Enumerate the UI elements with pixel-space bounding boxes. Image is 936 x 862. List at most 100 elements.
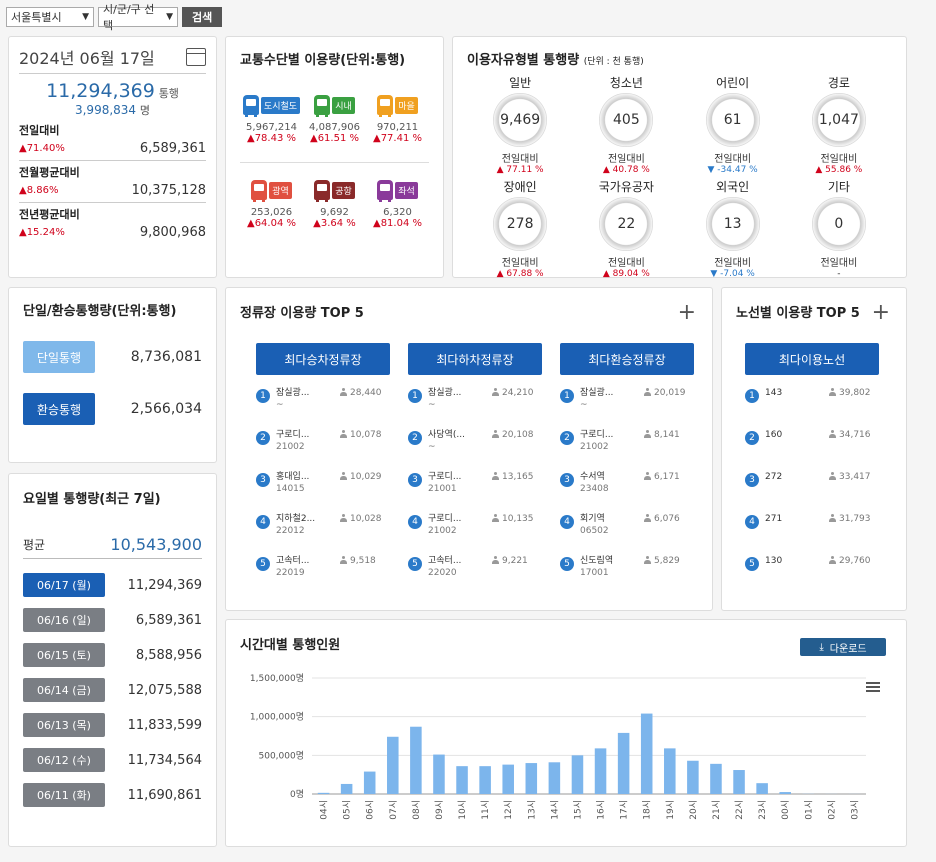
- station-item[interactable]: 5 신도림역 17001 5,829: [560, 555, 694, 597]
- route-count-value: 33,417: [839, 472, 871, 482]
- day-row: 06/11 (화) 11,690,861: [23, 783, 202, 807]
- station-code: 22019: [276, 568, 305, 578]
- transfer-trip-button[interactable]: 환승통행: [23, 393, 95, 425]
- rank-badge: 3: [745, 473, 759, 487]
- comparison-row: ▲71.40% 6,589,361: [19, 138, 206, 161]
- day-button[interactable]: 06/11 (화): [23, 783, 105, 807]
- bar[interactable]: [456, 766, 468, 794]
- station-item[interactable]: 3 수서역 23408 6,171: [560, 471, 694, 513]
- mode-value: 6,320: [383, 207, 412, 218]
- station-count-value: 24,210: [502, 388, 534, 398]
- y-tick-label: 1,000,000명: [250, 712, 304, 723]
- route-item[interactable]: 4 271 31,793: [745, 513, 892, 555]
- bar[interactable]: [710, 763, 722, 794]
- station-item[interactable]: 1 잠실광... ~28,440: [256, 387, 390, 429]
- day-button[interactable]: 06/14 (금): [23, 678, 105, 702]
- station-item[interactable]: 4 지하철2... 22012 10,028: [256, 513, 390, 555]
- district-select[interactable]: 시/군/구 선택 ▼: [98, 3, 178, 32]
- mode-pct: ▲64.04 %: [247, 218, 296, 229]
- user-type-name: 경로: [827, 76, 850, 90]
- day-button[interactable]: 06/16 (일): [23, 608, 105, 632]
- bar[interactable]: [756, 783, 768, 794]
- person-icon: [644, 430, 651, 438]
- station-item[interactable]: 2 구로디... 21002 10,078: [256, 429, 390, 471]
- menu-icon[interactable]: [866, 682, 880, 692]
- bar[interactable]: [479, 766, 491, 794]
- station-item[interactable]: 1 잠실광... ~20,019: [560, 387, 694, 429]
- station-item[interactable]: 2 사당역(... ~20,108: [408, 429, 542, 471]
- user-type-cmp-label: 전일대비: [501, 154, 539, 165]
- route-item[interactable]: 5 130 29,760: [745, 555, 892, 597]
- bar[interactable]: [433, 754, 445, 794]
- route-name: 160: [765, 430, 783, 440]
- day-button[interactable]: 06/12 (수): [23, 748, 105, 772]
- station-name-block: 고속터... 22020: [428, 555, 486, 579]
- route-item[interactable]: 3 272 33,417: [745, 471, 892, 513]
- bar[interactable]: [571, 755, 584, 794]
- station-item[interactable]: 2 구로디... 21002 8,141: [560, 429, 694, 471]
- station-category-button[interactable]: 최다승차정류장: [256, 343, 390, 375]
- route-count: 33,417: [829, 472, 871, 482]
- most-used-route-button[interactable]: 최다이용노선: [745, 343, 879, 375]
- station-name: 고속터...: [276, 556, 310, 566]
- bar[interactable]: [340, 783, 353, 794]
- mode-value: 253,026: [250, 207, 293, 218]
- x-tick-label: 05시: [342, 800, 353, 820]
- x-tick-label: 10시: [457, 800, 468, 820]
- station-code: 22020: [428, 568, 457, 578]
- x-tick-label: 16시: [596, 800, 607, 820]
- bar[interactable]: [410, 726, 422, 794]
- person-icon: [492, 472, 499, 480]
- date-row: 2024년 06월 17일: [19, 45, 206, 74]
- route-name: 271: [765, 514, 783, 524]
- day-button[interactable]: 06/15 (토): [23, 643, 105, 667]
- bar[interactable]: [502, 764, 514, 794]
- card-title: 단일/환승통행량(단위:통행): [23, 304, 177, 319]
- bar[interactable]: [387, 736, 399, 794]
- bar[interactable]: [363, 771, 376, 794]
- station-item[interactable]: 3 구로디... 21001 13,165: [408, 471, 542, 513]
- region-select[interactable]: 서울특별시 ▼: [6, 7, 94, 27]
- station-item[interactable]: 3 홍대입... 14015 10,029: [256, 471, 390, 513]
- hourly-chart-card: 시간대별 통행인원 ⤓ 다운로드 0명 500,000명 1,000,000명 1,50…: [225, 619, 907, 847]
- single-trip-button[interactable]: 단일통행: [23, 341, 95, 373]
- download-button[interactable]: ⤓ 다운로드: [800, 638, 886, 656]
- station-count: 5,829: [644, 556, 680, 566]
- day-button[interactable]: 06/17 (월): [23, 573, 105, 597]
- day-row: 06/13 (목) 11,833,599: [23, 713, 202, 737]
- station-item[interactable]: 4 구로디... 21002 10,135: [408, 513, 542, 555]
- station-category-button[interactable]: 최다하차정류장: [408, 343, 542, 375]
- plus-icon[interactable]: +: [871, 300, 890, 325]
- plus-icon[interactable]: +: [677, 300, 696, 325]
- card-title: 이용자유형별 통행량 (단위 : 천 통행): [467, 49, 892, 68]
- station-item[interactable]: 1 잠실광... ~24,210: [408, 387, 542, 429]
- bar[interactable]: [317, 792, 330, 794]
- station-item[interactable]: 4 회기역 06502 6,076: [560, 513, 694, 555]
- user-type-name: 국가유공자: [598, 180, 654, 194]
- calendar-icon[interactable]: [186, 48, 206, 66]
- bar[interactable]: [779, 792, 791, 794]
- bar[interactable]: [664, 748, 676, 794]
- bar[interactable]: [733, 770, 745, 794]
- station-name: 구로디...: [428, 514, 462, 524]
- bar[interactable]: [525, 763, 538, 794]
- search-button[interactable]: 검색: [182, 7, 223, 27]
- station-item[interactable]: 5 고속터... 22020 9,221: [408, 555, 542, 597]
- station-item[interactable]: 5 고속터... 22019 9,518: [256, 555, 390, 597]
- bar[interactable]: [687, 760, 699, 794]
- station-category-button[interactable]: 최다환승정류장: [560, 343, 694, 375]
- transfer-trip-value: 2,566,034: [130, 401, 202, 417]
- bar[interactable]: [594, 748, 607, 794]
- person-icon: [644, 514, 651, 522]
- bar[interactable]: [548, 762, 561, 794]
- chevron-down-icon: ▼: [82, 12, 89, 22]
- route-item[interactable]: 2 160 34,716: [745, 429, 892, 471]
- bar[interactable]: [617, 732, 630, 794]
- station-count: 10,135: [492, 514, 534, 524]
- station-count: 13,165: [492, 472, 534, 482]
- rank-badge: 5: [745, 557, 759, 571]
- day-button[interactable]: 06/13 (목): [23, 713, 105, 737]
- route-item[interactable]: 1 143 39,802: [745, 387, 892, 429]
- bus-icon: [377, 95, 394, 117]
- bar[interactable]: [640, 713, 653, 794]
